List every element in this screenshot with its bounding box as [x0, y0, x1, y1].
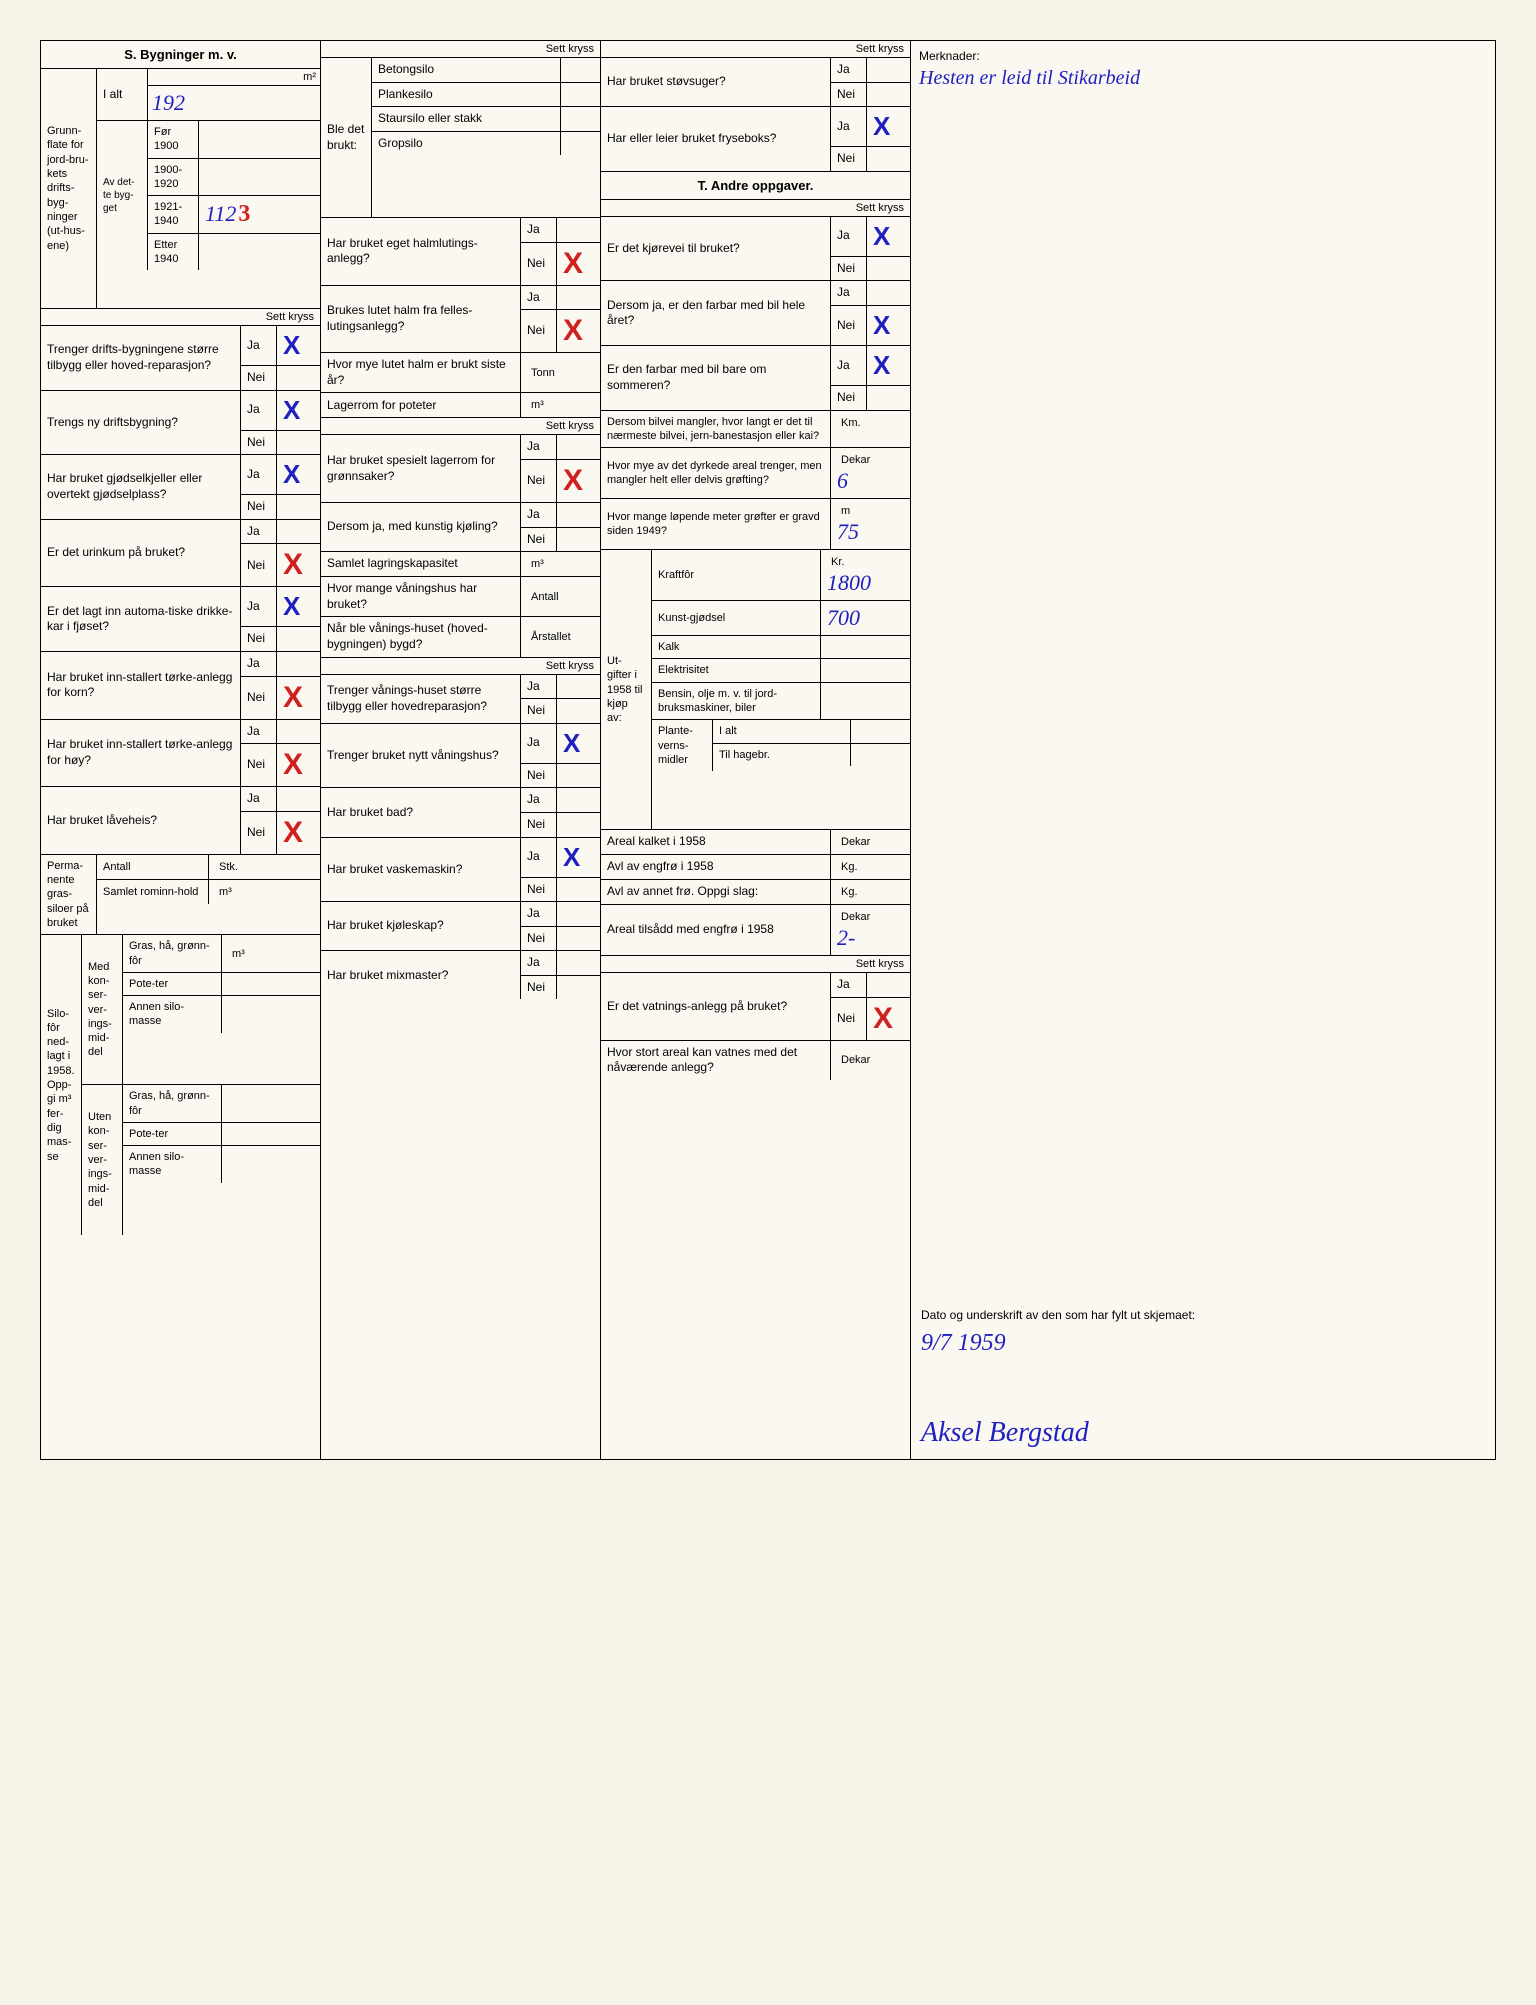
- ble-brukt: Ble det brukt:: [321, 58, 371, 217]
- q-stov: Har bruket støvsuger?: [601, 58, 830, 106]
- q-tilbygg: Trenger drifts-bygningene større tilbygg…: [41, 326, 240, 390]
- q-drikkekar: Er det lagt inn automa-tiske drikke-kar …: [41, 587, 240, 651]
- avdet-label: Av det-te byg-get: [97, 121, 147, 270]
- q5-ja: X: [283, 591, 300, 622]
- q-lagring: Samlet lagringskapasitet: [321, 552, 520, 576]
- q-nytt: Trenger bruket nytt våningshus?: [321, 724, 520, 788]
- col-mid: Sett kryss Ble det brukt: Betongsilo Pla…: [321, 41, 601, 1459]
- utgifter-label: Ut-gifter i 1958 til kjøp av:: [601, 550, 651, 829]
- q-tilsadd: Areal tilsådd med engfrø i 1958: [601, 905, 830, 955]
- q-sommer: Er den farbar med bil bare om sommeren?: [601, 346, 830, 410]
- q1-ja: X: [283, 330, 300, 361]
- q7-nei: X: [283, 748, 303, 782]
- q-bilvei: Dersom bilvei mangler, hvor langt er det…: [601, 411, 830, 448]
- q-lutet: Hvor mye lutet halm er brukt siste år?: [321, 353, 520, 392]
- q-bygd: Når ble vånings-huset (hoved-bygningen) …: [321, 617, 520, 656]
- q-vaning: Hvor mange våningshus har bruket?: [321, 577, 520, 616]
- q3-ja: X: [283, 459, 300, 490]
- merknader-text: Hesten er leid til Stikarbeid: [919, 67, 1487, 90]
- q-vatnes: Hvor stort areal kan vatnes med det nåvæ…: [601, 1041, 830, 1080]
- q2-ja: X: [283, 395, 300, 426]
- q-halm: Har bruket eget halmlutings-anlegg?: [321, 218, 520, 285]
- q-felles: Brukes lutet halm fra felles-lutingsanle…: [321, 286, 520, 353]
- q-nybygg: Trengs ny driftsbygning?: [41, 391, 240, 455]
- q-engfro: Avl av engfrø i 1958: [601, 855, 830, 879]
- q-tilbygg2: Trenger vånings-huset større tilbygg ell…: [321, 675, 520, 723]
- ialt-label: I alt: [97, 69, 147, 120]
- ialt-value: 192: [152, 90, 185, 115]
- silo-label: Silo-fôr ned-lagt i 1958. Opp-gi m³ fer-…: [41, 935, 81, 1235]
- settkryss-2: Sett kryss: [321, 41, 600, 58]
- q-vaske: Har bruket vaskemaskin?: [321, 838, 520, 902]
- q-grofting: Hvor mye av det dyrkede areal trenger, m…: [601, 448, 830, 498]
- q-kjoling: Dersom ja, med kunstig kjøling?: [321, 503, 520, 551]
- dato: 9/7 1959: [921, 1330, 1485, 1357]
- perm-label: Perma-nente gras-siloer på bruket: [41, 855, 96, 934]
- q-gjodsel: Har bruket gjødselkjeller eller overtekt…: [41, 455, 240, 519]
- period-0: Før 1900: [148, 121, 198, 158]
- q-laveheis: Har bruket låveheis?: [41, 787, 240, 854]
- period-1: 1900-1920: [148, 159, 198, 196]
- q4-nei: X: [283, 548, 303, 582]
- grunnflate-label: Grunn-flate for jord-bru-kets drifts-byg…: [41, 69, 96, 308]
- q-fryse: Har eller leier bruket fryseboks?: [601, 107, 830, 171]
- period-2: 1921-1940: [148, 196, 198, 233]
- q-bad: Har bruket bad?: [321, 788, 520, 836]
- q-kjorevei: Er det kjørevei til bruket?: [601, 217, 830, 281]
- period-2-val: 112: [205, 201, 236, 227]
- q-annetfro: Avl av annet frø. Oppgi slag:: [601, 880, 830, 904]
- header-t: T. Andre oppgaver.: [601, 172, 910, 200]
- q-kalket: Areal kalket i 1958: [601, 830, 830, 854]
- q6-nei: X: [283, 681, 303, 715]
- q-poteter: Lagerrom for poteter: [321, 393, 520, 417]
- underskrift: Aksel Bergstad: [921, 1417, 1485, 1449]
- q-grofter: Hvor mange løpende meter grøfter er grav…: [601, 499, 830, 549]
- q-farbar: Dersom ja, er den farbar med bil hele år…: [601, 281, 830, 345]
- dato-label: Dato og underskrift av den som har fylt …: [921, 1308, 1485, 1322]
- form-page: S. Bygninger m. v. Grunn-flate for jord-…: [40, 40, 1496, 1460]
- q-vatning: Er det vatnings-anlegg på bruket?: [601, 973, 830, 1040]
- ialt-unit: m²: [148, 69, 320, 86]
- period-3: Etter 1940: [148, 234, 198, 271]
- q-mix: Har bruket mixmaster?: [321, 951, 520, 999]
- col-merknader: Merknader: Hesten er leid til Stikarbeid…: [911, 41, 1495, 1459]
- settkryss-1: Sett kryss: [41, 309, 320, 326]
- col-s: S. Bygninger m. v. Grunn-flate for jord-…: [41, 41, 321, 1459]
- q-urinkum: Er det urinkum på bruket?: [41, 520, 240, 587]
- q-gronn: Har bruket spesielt lagerrom for grønnsa…: [321, 435, 520, 502]
- q-torke-hoy: Har bruket inn-stallert tørke-anlegg for…: [41, 720, 240, 787]
- header-s: S. Bygninger m. v.: [41, 41, 320, 69]
- q-kjole: Har bruket kjøleskap?: [321, 902, 520, 950]
- q-torke-korn: Har bruket inn-stallert tørke-anlegg for…: [41, 652, 240, 719]
- merknader-label: Merknader:: [919, 49, 1487, 63]
- q8-nei: X: [283, 816, 303, 850]
- col-r: Sett kryss Har bruket støvsuger?JaNei Ha…: [601, 41, 911, 1459]
